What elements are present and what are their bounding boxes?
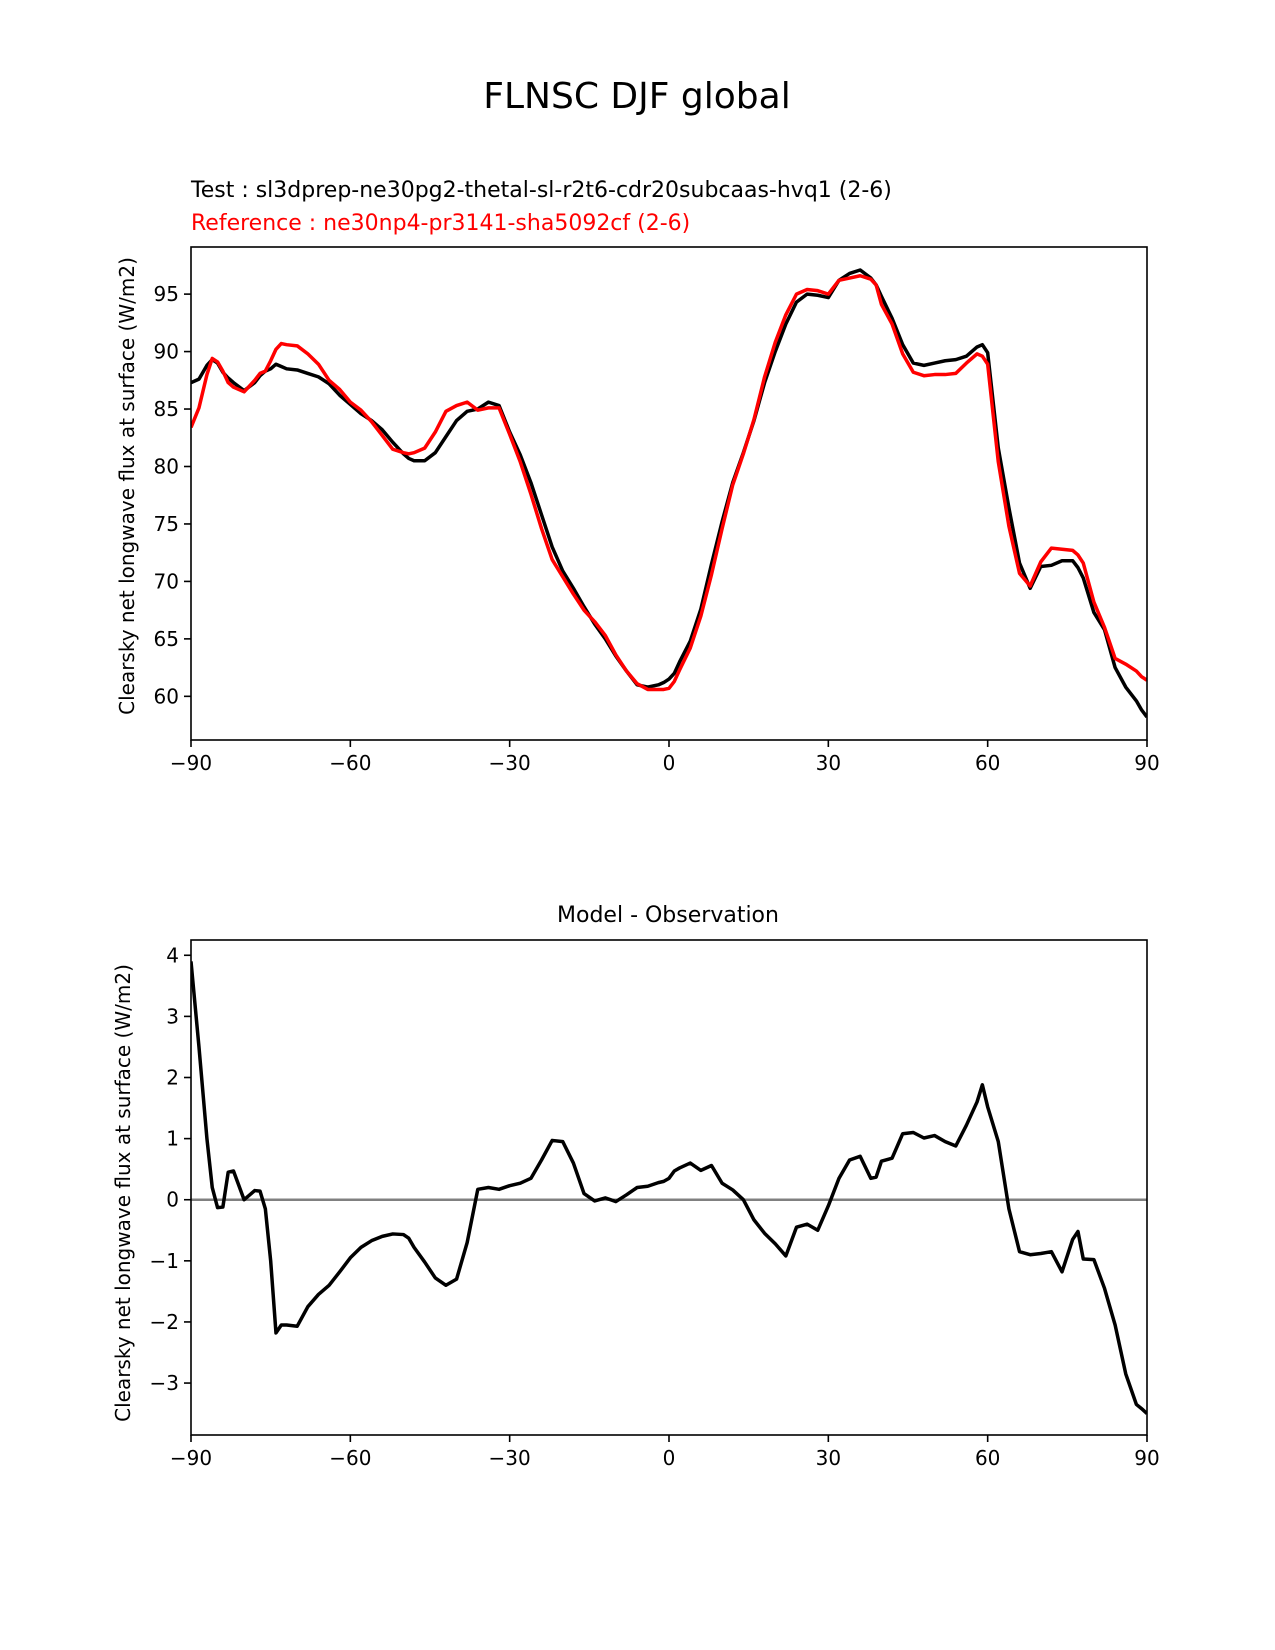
reference-label: Reference : ne30np4-pr3141-sha5092cf (2-… [191, 211, 690, 236]
top-x-tick-label: 90 [1134, 751, 1159, 775]
bottom-chart-title: Model - Observation [557, 903, 779, 928]
bottom-y-axis-label: Clearsky net longwave flux at surface (W… [111, 964, 135, 1422]
bottom-y-tick-label: 2 [166, 1066, 179, 1090]
bottom-y-tick-label: −2 [150, 1310, 179, 1334]
top-y-tick-label: 85 [154, 397, 179, 421]
bottom-panel: Model - Observation Clearsky net longwav… [111, 903, 1160, 1470]
top-y-tick-label: 95 [154, 282, 179, 306]
bottom-axes-frame [190, 939, 1148, 1436]
bottom-x-tick-label: 0 [663, 1446, 676, 1470]
bottom-y-tick-label: −3 [150, 1371, 179, 1395]
bottom-y-tick-label: 1 [166, 1127, 179, 1151]
top-y-tick-label: 75 [154, 512, 179, 536]
bottom-x-tick-label: −30 [489, 1446, 531, 1470]
bottom-y-tick-label: 3 [166, 1004, 179, 1028]
bottom-series-difference [191, 961, 1147, 1415]
top-y-tick-label: 65 [154, 627, 179, 651]
top-x-tick-label: 60 [975, 751, 1000, 775]
top-y-axis-label: Clearsky net longwave flux at surface (W… [115, 257, 139, 715]
top-y-tick-label: 90 [154, 340, 179, 364]
bottom-x-tick-label: 60 [975, 1446, 1000, 1470]
bottom-x-tick-label: 90 [1134, 1446, 1159, 1470]
bottom-y-tick-label: 4 [166, 943, 179, 967]
top-series-test [191, 268, 1147, 719]
bottom-x-tick-label: −90 [170, 1446, 212, 1470]
top-x-tick-label: 30 [816, 751, 841, 775]
bottom-y-tick-label: 0 [166, 1188, 179, 1212]
bottom-x-tick-label: −60 [329, 1446, 371, 1470]
test-label: Test : sl3dprep-ne30pg2-thetal-sl-r2t6-c… [190, 178, 892, 203]
top-series-reference [191, 273, 1147, 692]
top-x-tick-label: −90 [170, 751, 212, 775]
bottom-y-tick-label: −1 [150, 1249, 179, 1273]
top-y-tick-label: 60 [154, 684, 179, 708]
top-y-tick-label: 80 [154, 454, 179, 478]
top-panel: Test : sl3dprep-ne30pg2-thetal-sl-r2t6-c… [115, 178, 1160, 775]
figure-title: FLNSC DJF global [483, 76, 790, 117]
top-x-tick-label: 0 [663, 751, 676, 775]
top-y-tick-label: 70 [154, 569, 179, 593]
top-x-tick-label: −60 [329, 751, 371, 775]
bottom-x-tick-label: 30 [816, 1446, 841, 1470]
bottom-plot-area: −90 −60 −30 0 30 60 90 −3 −2 −1 0 1 2 3 4 [150, 939, 1160, 1470]
top-plot-area: −90 −60 −30 0 30 60 90 60 65 70 75 80 85 90 95 [154, 246, 1160, 775]
top-x-tick-label: −30 [489, 751, 531, 775]
